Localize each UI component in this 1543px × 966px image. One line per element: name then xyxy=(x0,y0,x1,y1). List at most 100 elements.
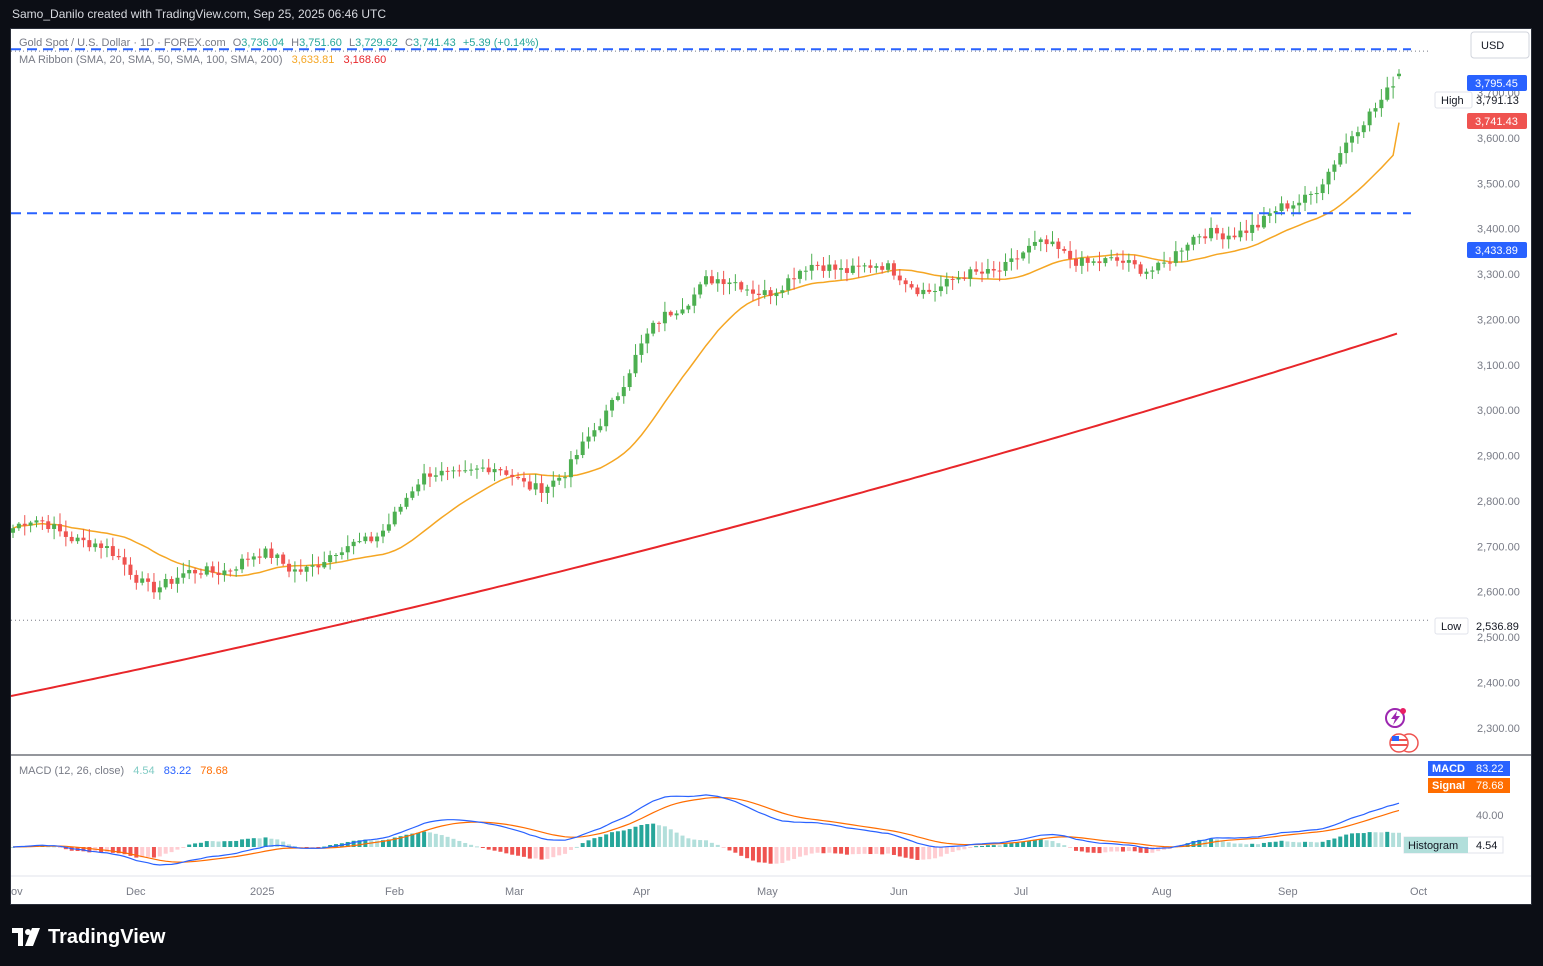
chart-frame[interactable]: Gold Spot / U.S. Dollar · 1D · FOREX.com… xyxy=(10,28,1532,905)
tradingview-brand: TradingView xyxy=(12,924,165,950)
candle-body xyxy=(610,399,615,411)
signal-tag-value: 78.68 xyxy=(1476,780,1504,792)
candle-body xyxy=(1373,108,1378,112)
macd-histogram-bar xyxy=(610,832,615,847)
macd-histogram-bar xyxy=(81,847,86,852)
candle-body xyxy=(1256,224,1261,228)
macd-histogram-bar xyxy=(474,846,479,848)
candle-body xyxy=(46,521,51,529)
macd-histogram-bar xyxy=(422,831,427,847)
macd-histogram-bar xyxy=(1244,844,1249,847)
macd-histogram-bar xyxy=(1079,847,1084,852)
macd-histogram-bar xyxy=(128,847,133,856)
candle-body xyxy=(386,524,391,531)
price-tick-label: 2,600.00 xyxy=(1477,587,1520,599)
currency-selector[interactable]: USD xyxy=(1470,31,1530,59)
candle-body xyxy=(839,268,844,270)
macd-histogram-bar xyxy=(574,846,579,848)
macd-histogram-bar xyxy=(11,847,15,848)
macd-histogram-bar xyxy=(780,847,785,864)
candle-body xyxy=(380,530,385,537)
macd-histogram-bar xyxy=(997,845,1002,847)
macd-histogram-bar xyxy=(375,840,380,847)
macd-histogram-bar xyxy=(469,844,474,847)
candle-body xyxy=(1038,239,1043,242)
candle-body xyxy=(486,467,491,473)
candle-body xyxy=(228,570,233,572)
candle-body xyxy=(1361,125,1366,133)
candle-body xyxy=(521,478,526,482)
candle-body xyxy=(316,565,321,568)
candle-body xyxy=(874,266,879,268)
macd-histogram-bar xyxy=(1003,844,1008,847)
macd-histogram-bar xyxy=(657,825,662,847)
time-axis[interactable]: ov Dec 2025 Feb Mar Apr May Jun Jul Aug Sep Oct xyxy=(11,886,1427,898)
macd-histogram-bar xyxy=(410,833,415,847)
time-tick-label: Mar xyxy=(505,886,524,898)
candle-body xyxy=(651,322,656,334)
price-tick-label: 2,400.00 xyxy=(1477,677,1520,689)
macd-histogram-bar xyxy=(181,847,186,848)
macd-histogram-bar xyxy=(187,844,192,847)
candle-body xyxy=(1250,224,1255,233)
macd-histogram-bar xyxy=(1038,839,1043,847)
macd-histogram-bar xyxy=(1220,841,1225,847)
candle-body xyxy=(310,565,315,567)
high-marker: High 3,791.13 xyxy=(1434,91,1519,109)
macd-histogram-bar xyxy=(198,842,203,847)
macd-histogram-bar xyxy=(1391,832,1396,847)
candle-body xyxy=(57,524,62,532)
price-tag-upper-value: 3,795.45 xyxy=(1475,78,1518,90)
candle-body xyxy=(563,477,568,479)
candle-body xyxy=(733,282,738,284)
price-chart[interactable]: Gold Spot / U.S. Dollar · 1D · FOREX.com… xyxy=(11,29,1531,904)
candle-body xyxy=(275,554,280,558)
candle-body xyxy=(709,276,714,284)
candle-body xyxy=(1279,203,1284,212)
price-axis[interactable]: 3,700.003,600.003,500.003,400.003,300.00… xyxy=(1477,88,1520,735)
candle-body xyxy=(680,309,685,314)
candle-body xyxy=(140,578,145,583)
candle-body xyxy=(586,436,591,442)
candle-body xyxy=(886,263,891,270)
time-tick-label: Dec xyxy=(126,886,146,898)
candle-body xyxy=(1209,227,1214,239)
macd-tag-value: 83.22 xyxy=(1476,763,1504,775)
candle-body xyxy=(1367,111,1372,126)
macd-histogram-bar xyxy=(615,831,620,847)
price-tick-label: 2,300.00 xyxy=(1477,723,1520,735)
candle-body xyxy=(1032,241,1037,246)
macd-histogram-bar xyxy=(169,847,174,853)
candle-body xyxy=(1214,227,1219,234)
ma200-line xyxy=(11,332,1398,697)
candle-body xyxy=(157,587,162,593)
tradingview-logo-icon xyxy=(12,928,40,946)
macd-histogram-bar xyxy=(662,826,667,847)
macd-histogram-bar xyxy=(492,847,497,851)
macd-histogram-bar xyxy=(839,847,844,854)
candle-body xyxy=(762,290,767,296)
us-flag-icon[interactable] xyxy=(1389,733,1419,753)
candle-body xyxy=(392,511,397,525)
candle-body xyxy=(1291,205,1296,209)
candle-body xyxy=(128,564,133,575)
macd-histogram-bar xyxy=(263,837,268,847)
candle-body xyxy=(1150,270,1155,272)
candle-body xyxy=(844,268,849,273)
lightning-icon[interactable] xyxy=(1385,708,1406,728)
candle-body xyxy=(1185,244,1190,251)
candle-body xyxy=(1015,258,1020,260)
candle-body xyxy=(122,557,127,565)
macd-histogram-bar xyxy=(880,847,885,855)
candle-body xyxy=(457,470,462,472)
price-tag-last: 3,741.43 xyxy=(1467,113,1527,129)
macd-histogram-bar xyxy=(1320,841,1325,847)
macd-histogram-bar xyxy=(821,847,826,854)
candle-body xyxy=(668,311,673,316)
candle-body xyxy=(809,264,814,271)
candle-body xyxy=(774,292,779,297)
time-tick-label: Apr xyxy=(633,886,650,898)
macd-histogram-bar xyxy=(204,841,209,847)
macd-histogram-bar xyxy=(651,823,656,847)
price-tick-label: 2,900.00 xyxy=(1477,451,1520,463)
